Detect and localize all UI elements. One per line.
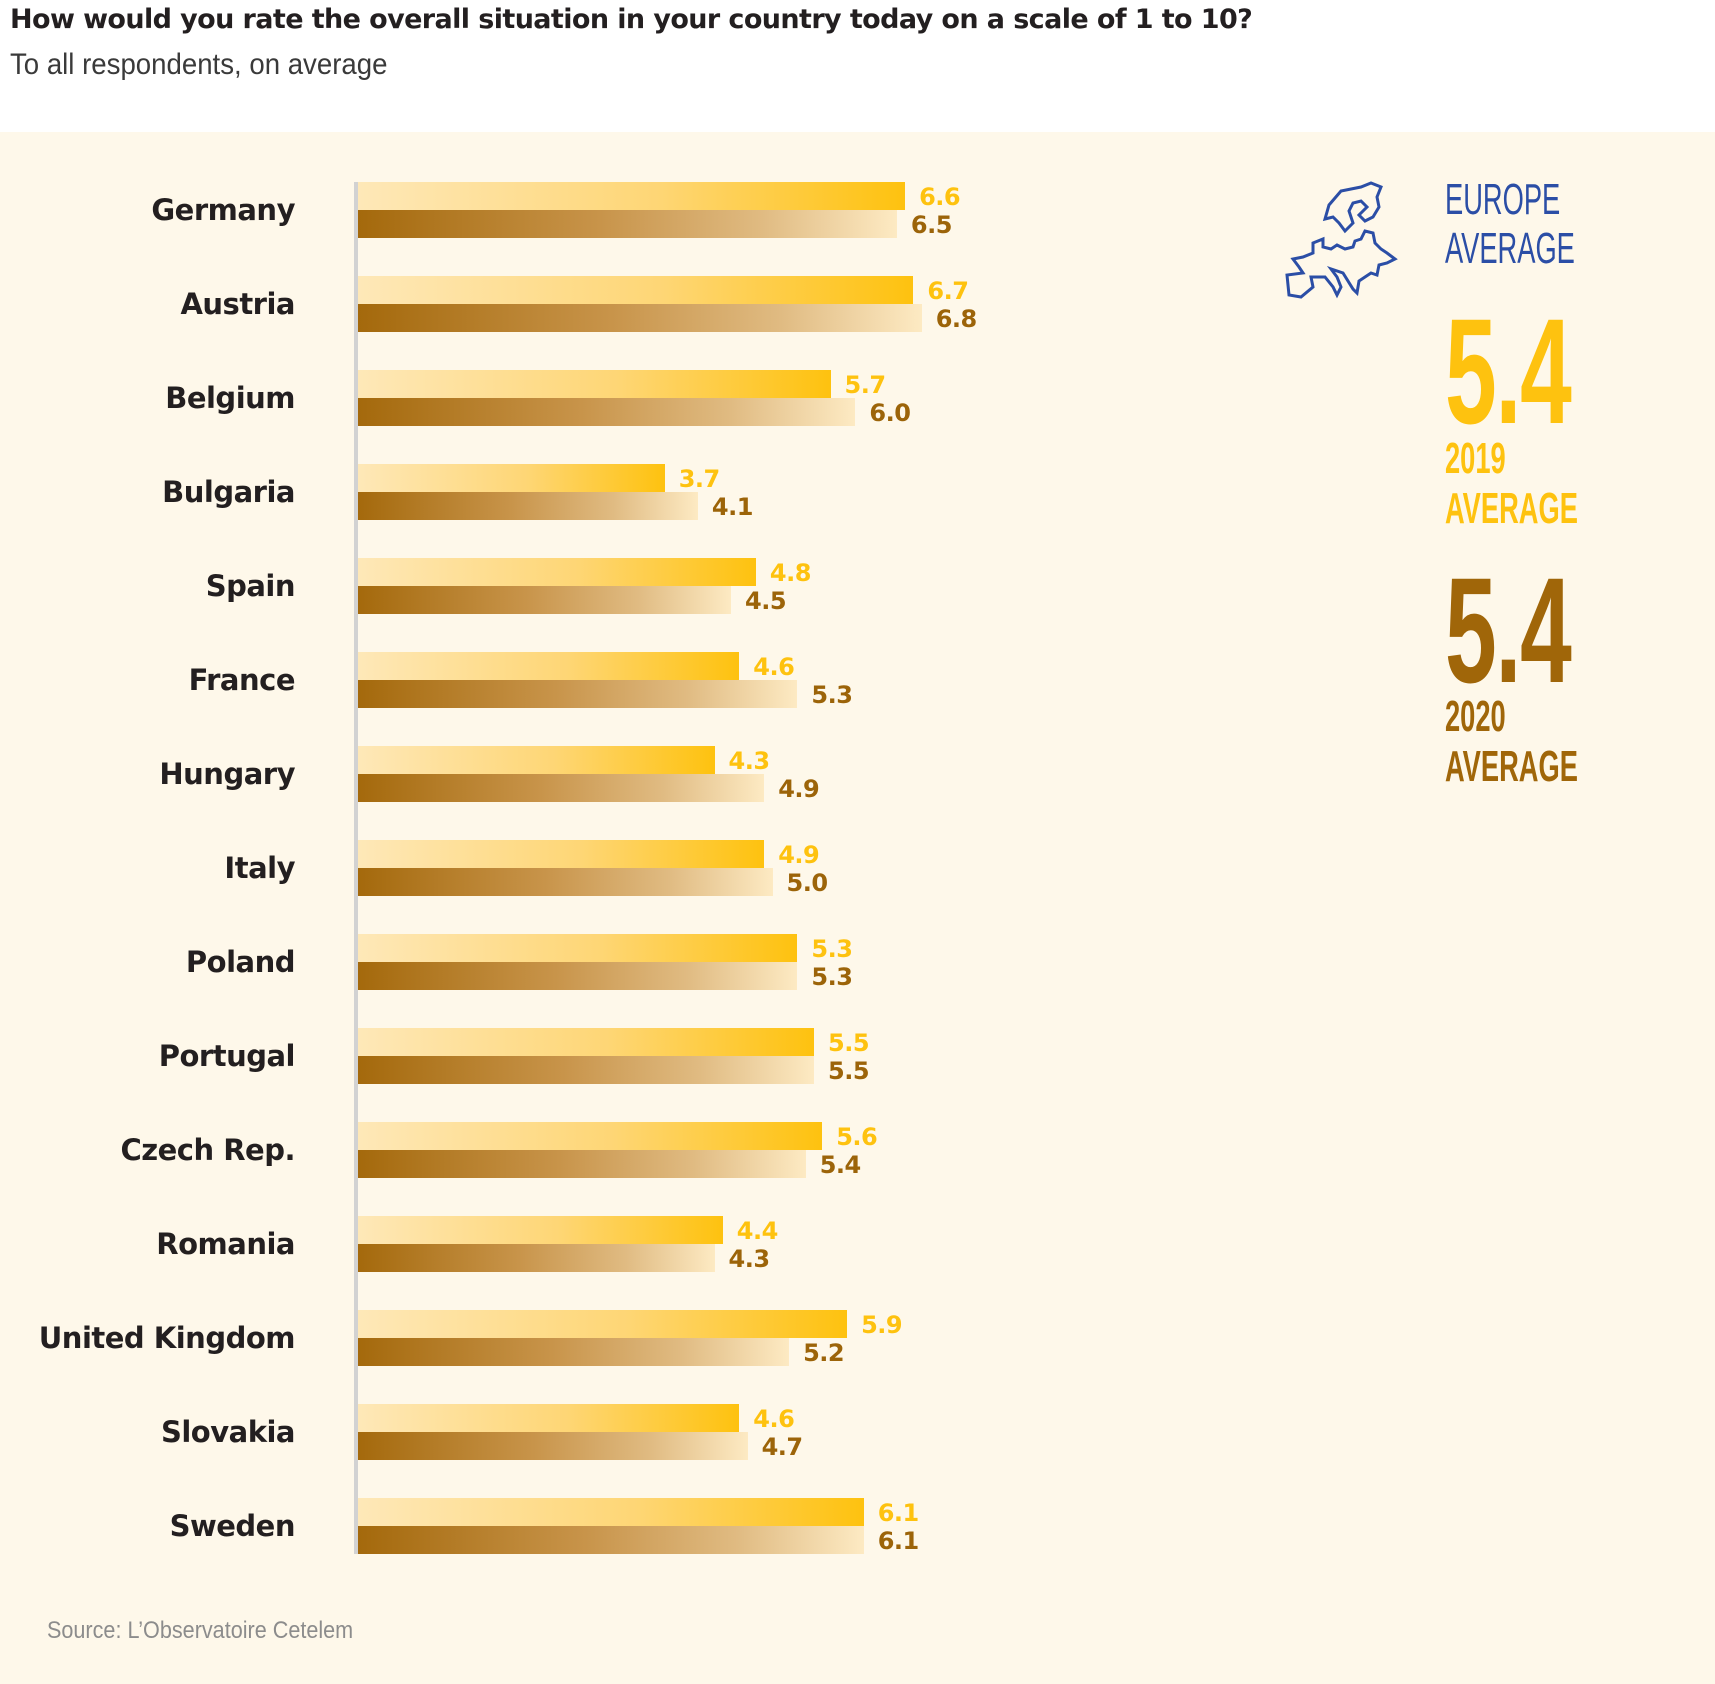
bar-2020: [358, 680, 798, 708]
bar-2020: [358, 1244, 715, 1272]
value-label-2020: 5.0: [786, 869, 829, 897]
value-label-2020: 4.7: [761, 1433, 804, 1461]
bar-2019: [358, 746, 715, 774]
country-label: Belgium: [165, 381, 295, 415]
value-label-2019: 5.6: [836, 1123, 878, 1151]
country-label: Bulgaria: [162, 475, 295, 509]
value-label-2019: 6.7: [927, 277, 969, 305]
value-label-2019: 6.1: [877, 1499, 920, 1527]
value-label-2020: 6.1: [877, 1527, 920, 1555]
value-label-2020: 4.9: [778, 775, 820, 803]
bar-2019: [358, 1498, 864, 1526]
europe-average-label-line2: AVERAGE: [1445, 224, 1575, 273]
bar-2019: [358, 1122, 823, 1150]
bar-2019: [358, 1028, 814, 1056]
bar-2020: [358, 210, 897, 238]
bar-2020: [358, 1526, 864, 1554]
bar-2019: [358, 1404, 740, 1432]
value-label-2019: 6.6: [919, 183, 961, 211]
bar-2019: [358, 934, 798, 962]
value-label-2019: 4.9: [778, 841, 820, 869]
bar-2020: [358, 962, 798, 990]
country-label: Czech Rep.: [120, 1133, 295, 1167]
bar-2019: [358, 652, 740, 680]
bar-2019: [358, 182, 906, 210]
country-label: United Kingdom: [38, 1321, 296, 1355]
bar-2020: [358, 1056, 814, 1084]
value-label-2020: 5.4: [819, 1151, 862, 1179]
country-label: Germany: [151, 193, 295, 227]
value-label-2020: 5.3: [811, 963, 853, 991]
bar-2019: [358, 558, 756, 586]
value-label-2019: 3.7: [678, 465, 721, 493]
bar-2019: [358, 464, 665, 492]
value-label-2019: 5.7: [844, 371, 887, 399]
bar-2020: [358, 398, 856, 426]
bar-2020: [358, 868, 773, 896]
chart-subtitle: To all respondents, on average: [10, 48, 388, 81]
value-label-2020: 6.8: [935, 305, 978, 333]
bar-2019: [358, 370, 831, 398]
bar-2019: [358, 1216, 723, 1244]
europe-average-label-line1: EUROPE: [1445, 175, 1561, 224]
country-label: Poland: [185, 945, 296, 979]
country-label: Slovakia: [160, 1415, 296, 1449]
value-label-2020: 4.5: [745, 587, 787, 615]
bar-2020: [358, 304, 922, 332]
value-label-2019: 4.6: [753, 1405, 795, 1433]
value-label-2019: 4.4: [736, 1217, 779, 1245]
value-label-2020: 4.1: [711, 493, 754, 521]
header: How would you rate the overall situation…: [0, 0, 1715, 132]
average-2020-value: 5.4: [1445, 546, 1572, 714]
country-label: Sweden: [169, 1509, 296, 1543]
country-label: Portugal: [158, 1039, 296, 1073]
bar-2020: [358, 1432, 748, 1460]
bar-2020: [358, 586, 732, 614]
average-2019-label-line1: 2019: [1445, 434, 1506, 483]
bar-2020: [358, 1338, 790, 1366]
country-label: Hungary: [159, 757, 295, 791]
average-2020-label-line1: 2020: [1445, 692, 1506, 741]
bar-2020: [358, 774, 765, 802]
country-label: Spain: [205, 569, 296, 603]
value-label-2019: 5.3: [811, 935, 853, 963]
value-label-2019: 4.6: [753, 653, 795, 681]
value-label-2020: 4.3: [728, 1245, 771, 1273]
country-label: Austria: [180, 287, 295, 321]
value-label-2019: 5.9: [861, 1311, 903, 1339]
country-label: Romania: [156, 1227, 295, 1261]
bar-2019: [358, 840, 765, 868]
source-note: Source: L’Observatoire Cetelem: [47, 1617, 354, 1644]
value-label-2020: 5.2: [803, 1339, 845, 1367]
europe-map-icon: [1285, 181, 1398, 299]
bar-2020: [358, 1150, 806, 1178]
value-label-2020: 6.5: [910, 211, 953, 239]
chart-title: How would you rate the overall situation…: [10, 4, 1253, 35]
value-label-2020: 5.3: [811, 681, 853, 709]
value-label-2019: 4.3: [728, 747, 771, 775]
bar-2020: [358, 492, 698, 520]
bar-2019: [358, 276, 914, 304]
average-2019-label-line2: AVERAGE: [1445, 484, 1578, 533]
average-2020-label-line2: AVERAGE: [1445, 742, 1578, 791]
average-2019-value: 5.4: [1445, 287, 1572, 455]
country-label: Italy: [224, 851, 295, 885]
y-axis-line: [354, 182, 358, 1554]
value-label-2020: 6.0: [869, 399, 911, 427]
country-label: France: [188, 663, 296, 697]
value-label-2020: 5.5: [828, 1057, 870, 1085]
bar-2019: [358, 1310, 848, 1338]
chart-panel: [0, 132, 1715, 1684]
value-label-2019: 5.5: [828, 1029, 870, 1057]
value-label-2019: 4.8: [769, 559, 812, 587]
